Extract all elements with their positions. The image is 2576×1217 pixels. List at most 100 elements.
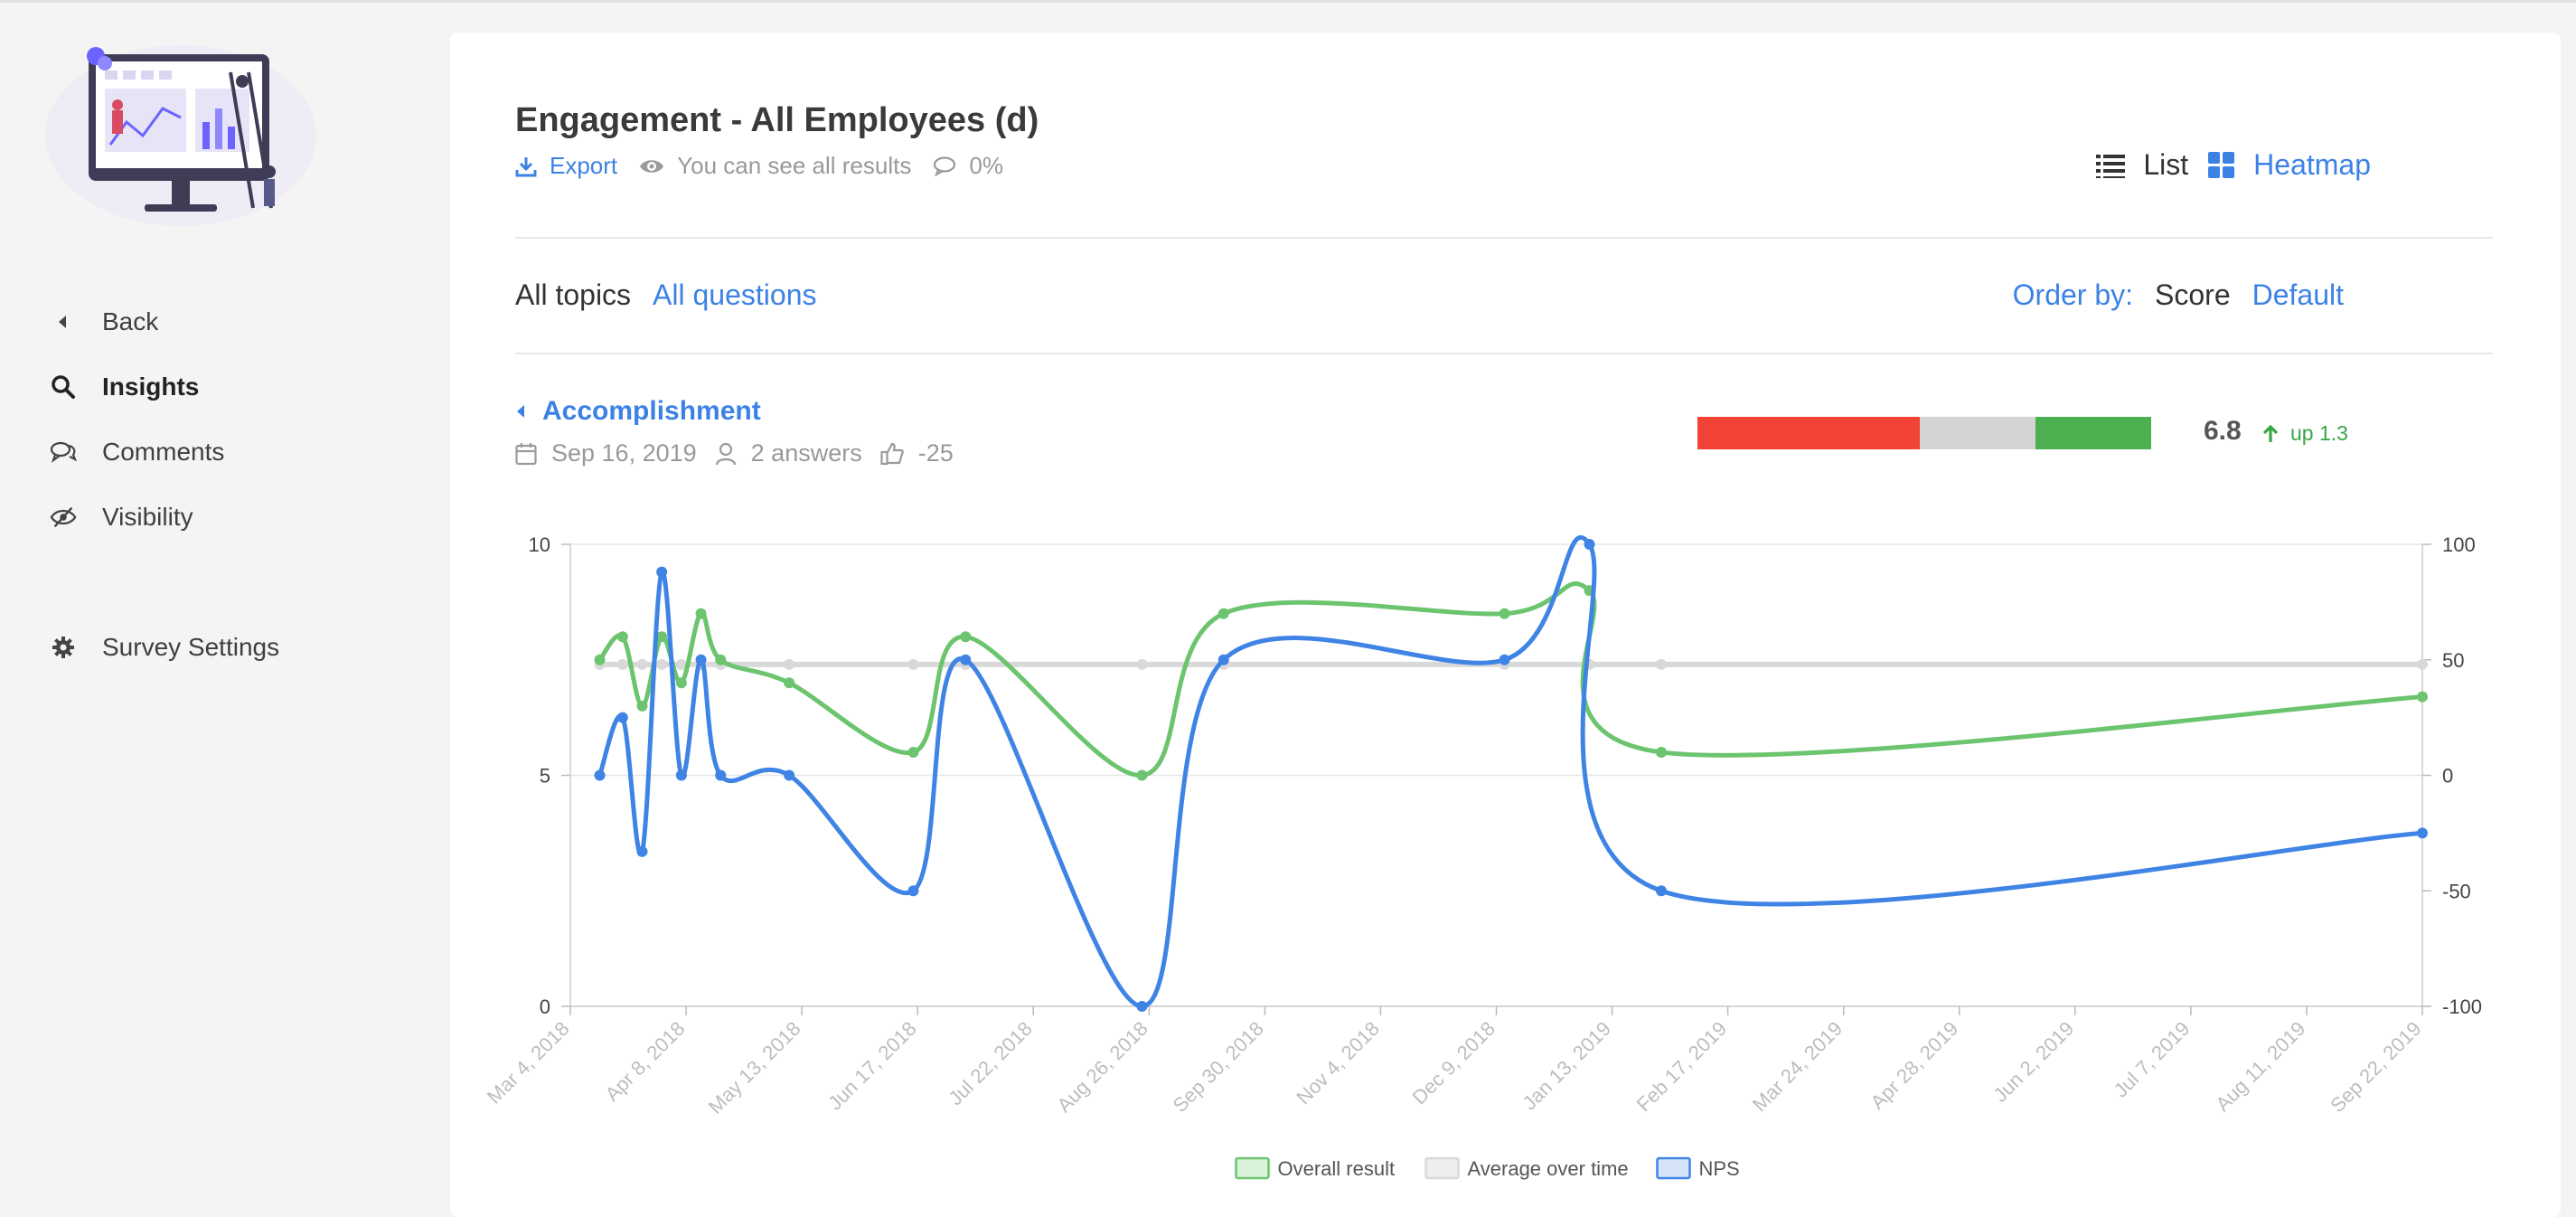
sidebar-item-comments[interactable]: Comments bbox=[50, 420, 279, 485]
sidebar-nav: Back Insights Comments Visibility Survey… bbox=[50, 289, 279, 680]
x-tick-label: Aug 26, 2018 bbox=[1053, 1017, 1152, 1117]
list-icon[interactable] bbox=[2096, 153, 2126, 178]
overall-result-legend-swatch[interactable] bbox=[1235, 1156, 1270, 1180]
sidebar-item-visibility[interactable]: Visibility bbox=[50, 485, 279, 550]
nps-point[interactable] bbox=[1584, 539, 1595, 550]
overall-result-point[interactable] bbox=[960, 631, 972, 643]
overall-result-point[interactable] bbox=[784, 677, 795, 689]
overall-result-line bbox=[597, 581, 2425, 778]
nps-point[interactable] bbox=[1217, 654, 1229, 665]
nps-point[interactable] bbox=[636, 845, 648, 857]
sidebar-item-label: Back bbox=[102, 307, 159, 335]
comments-icon bbox=[50, 439, 77, 466]
neutral-segment bbox=[1919, 417, 2035, 449]
average-over-time-point[interactable] bbox=[675, 658, 687, 670]
x-tick-label: Apr 28, 2019 bbox=[1866, 1017, 1963, 1114]
average-over-time-point[interactable] bbox=[907, 658, 919, 670]
average-over-time-legend-label[interactable]: Average over time bbox=[1468, 1157, 1629, 1180]
overall-result-point[interactable] bbox=[616, 631, 628, 643]
sidebar-item-label: Insights bbox=[102, 373, 200, 401]
page-title: Engagement - All Employees (d) bbox=[515, 101, 1039, 139]
average-over-time-point[interactable] bbox=[2417, 658, 2428, 670]
caret-down-icon bbox=[515, 403, 526, 420]
sidebar-item-survey-settings[interactable]: Survey Settings bbox=[50, 615, 279, 680]
nps-legend-label[interactable]: NPS bbox=[1699, 1157, 1740, 1180]
sidebar-item-insights[interactable]: Insights bbox=[50, 354, 279, 420]
x-tick-label: Jul 22, 2018 bbox=[944, 1017, 1036, 1109]
average-over-time-point[interactable] bbox=[616, 658, 628, 670]
nps-point[interactable] bbox=[907, 885, 919, 897]
overall-result-point[interactable] bbox=[636, 700, 648, 712]
nps-point[interactable] bbox=[1136, 1001, 1148, 1012]
export-link[interactable]: Export bbox=[550, 152, 618, 179]
overall-result-point[interactable] bbox=[1217, 608, 1229, 619]
nps-point[interactable] bbox=[715, 769, 727, 781]
order-score-option[interactable]: Score bbox=[2155, 278, 2231, 311]
y-right-tick-label: 0 bbox=[2442, 765, 2453, 788]
nps-point[interactable] bbox=[656, 566, 668, 578]
overall-result-point[interactable] bbox=[594, 654, 606, 665]
topic-name: Accomplishment bbox=[542, 396, 761, 426]
overall-result-legend-label[interactable]: Overall result bbox=[1278, 1157, 1396, 1180]
overall-result-point[interactable] bbox=[695, 608, 707, 619]
nps-point[interactable] bbox=[1655, 885, 1667, 897]
x-tick-label: Feb 17, 2019 bbox=[1632, 1017, 1731, 1116]
y-right-tick-label: 100 bbox=[2442, 533, 2476, 556]
topic-header[interactable]: Accomplishment bbox=[515, 396, 761, 427]
nps-point[interactable] bbox=[695, 654, 707, 665]
overall-result-point[interactable] bbox=[675, 677, 687, 689]
negative-segment bbox=[1697, 417, 1920, 449]
all-topics-tab[interactable]: All topics bbox=[515, 278, 632, 311]
overall-result-point[interactable] bbox=[1655, 746, 1667, 758]
y-left-tick-label: 10 bbox=[529, 533, 550, 556]
eye-slash-icon bbox=[50, 504, 77, 531]
x-tick-label: Mar 24, 2019 bbox=[1748, 1017, 1847, 1116]
overall-result-point[interactable] bbox=[1136, 769, 1148, 781]
x-tick-label: Nov 4, 2018 bbox=[1292, 1017, 1384, 1109]
x-tick-label: Apr 8, 2018 bbox=[600, 1017, 689, 1106]
all-questions-tab[interactable]: All questions bbox=[653, 278, 817, 311]
average-over-time-point[interactable] bbox=[636, 658, 648, 670]
sidebar-item-label: Survey Settings bbox=[102, 633, 280, 661]
average-over-time-point[interactable] bbox=[656, 658, 668, 670]
nps-point[interactable] bbox=[2417, 827, 2428, 839]
view-list-button[interactable]: List bbox=[2143, 148, 2189, 181]
nps-point[interactable] bbox=[784, 769, 795, 781]
x-tick-label: Jul 7, 2019 bbox=[2110, 1017, 2195, 1102]
sidebar-item-back[interactable]: Back bbox=[50, 289, 279, 354]
overall-result-point[interactable] bbox=[656, 631, 668, 643]
overall-result-point[interactable] bbox=[907, 746, 919, 758]
comment-icon bbox=[933, 156, 956, 176]
nps-point[interactable] bbox=[675, 769, 687, 781]
average-over-time-point[interactable] bbox=[1136, 658, 1148, 670]
nps-point[interactable] bbox=[1499, 654, 1510, 665]
divider bbox=[515, 353, 2493, 354]
topic-meta: Sep 16, 2019 2 answers -25 bbox=[515, 439, 954, 467]
order-by: Order by: Score Default bbox=[2013, 278, 2344, 312]
average-over-time-legend-swatch[interactable] bbox=[1424, 1156, 1460, 1180]
eye-icon bbox=[639, 157, 664, 175]
order-default-option[interactable]: Default bbox=[2252, 278, 2344, 311]
nps-point[interactable] bbox=[594, 769, 606, 781]
caret-left-icon bbox=[50, 308, 77, 335]
overall-result-point[interactable] bbox=[715, 654, 727, 665]
nps-point[interactable] bbox=[616, 712, 628, 723]
average-over-time-point[interactable] bbox=[784, 658, 795, 670]
nps-legend-swatch[interactable] bbox=[1656, 1156, 1691, 1180]
thumbs-up-icon bbox=[880, 442, 904, 466]
nps-point[interactable] bbox=[960, 654, 972, 665]
y-right-tick-label: 50 bbox=[2442, 649, 2464, 672]
survey-meta: Export You can see all results 0% bbox=[515, 152, 1003, 180]
view-heatmap-button[interactable]: Heatmap bbox=[2253, 148, 2371, 181]
x-tick-label: May 13, 2018 bbox=[704, 1017, 805, 1118]
x-tick-label: Jun 17, 2018 bbox=[823, 1017, 921, 1115]
download-icon bbox=[515, 156, 537, 177]
gear-icon bbox=[50, 634, 77, 661]
overall-result-point[interactable] bbox=[2417, 691, 2428, 703]
overall-result-point[interactable] bbox=[1499, 608, 1510, 619]
topic-likes: -25 bbox=[917, 439, 954, 467]
topic-filter: All topics All questions bbox=[515, 278, 816, 312]
grid-icon[interactable] bbox=[2208, 151, 2235, 179]
average-over-time-point[interactable] bbox=[1655, 658, 1667, 670]
insights-card: Engagement - All Employees (d) Export Yo… bbox=[450, 33, 2561, 1217]
